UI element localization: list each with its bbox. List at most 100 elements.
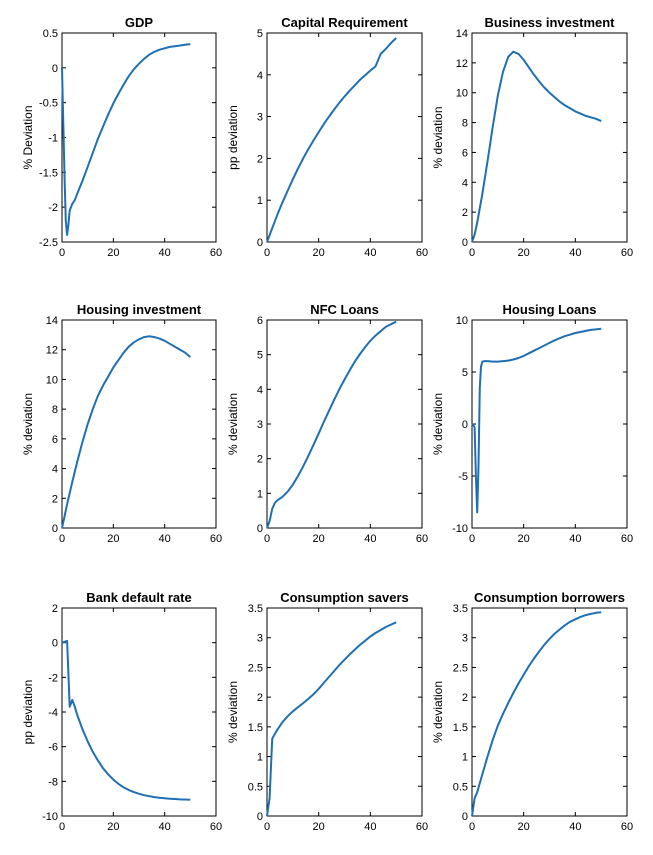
y-tick-label: 0	[52, 63, 58, 75]
y-tick-label: 12	[46, 345, 58, 357]
y-tick-label: 0	[52, 638, 58, 650]
y-tick-label: 0	[257, 523, 263, 535]
y-tick-label: 2	[462, 207, 468, 219]
y-tick-label: 0	[462, 811, 468, 823]
y-tick-label: 0	[52, 523, 58, 535]
x-tick-label: 20	[313, 533, 325, 545]
axes-frame	[266, 607, 423, 817]
series-line	[471, 327, 602, 514]
y-tick-label: 2	[257, 692, 263, 704]
x-tick-label: 20	[518, 821, 530, 833]
y-axis-label: % deviation	[226, 681, 240, 743]
series-line	[61, 639, 191, 801]
y-tick-label: 5	[257, 350, 263, 362]
y-tick-label: -8	[48, 776, 58, 788]
y-tick-label: -6	[48, 742, 58, 754]
y-tick-label: -2.5	[39, 237, 58, 249]
y-axis-label: % deviation	[21, 393, 35, 455]
x-tick-label: 0	[469, 533, 475, 545]
x-tick-label: 40	[569, 247, 581, 259]
y-tick-label: 2	[257, 454, 263, 466]
chart-title: Consumption savers	[280, 590, 409, 605]
y-tick-label: 14	[46, 315, 58, 327]
y-tick-label: -2	[48, 672, 58, 684]
y-axis-label: % deviation	[226, 393, 240, 455]
x-tick-label: 0	[469, 821, 475, 833]
x-tick-label: 20	[518, 247, 530, 259]
axes-frame	[266, 319, 423, 529]
x-tick-label: 0	[264, 247, 270, 259]
chart-title: Business investment	[484, 15, 615, 30]
x-tick-label: 40	[569, 821, 581, 833]
chart-title: Housing Loans	[503, 302, 597, 317]
y-tick-label: 3.5	[248, 603, 263, 615]
x-tick-label: 60	[621, 821, 633, 833]
subplot-1: GDP % Deviation 0 20 40 60 -2.5 -2 -1.5 -1 -0.5 0 0.…	[21, 15, 222, 259]
y-tick-label: -0.5	[39, 98, 58, 110]
axes-frame	[471, 607, 628, 817]
x-tick-label: 20	[107, 821, 119, 833]
y-axis-label: % Deviation	[21, 105, 35, 169]
x-tick-label: 60	[416, 247, 428, 259]
x-tick-label: 40	[159, 821, 171, 833]
axes-frame	[61, 319, 217, 529]
y-tick-label: 0.5	[43, 28, 58, 40]
x-tick-label: 60	[416, 821, 428, 833]
axes-frame	[61, 607, 217, 817]
y-tick-label: -1.5	[39, 167, 58, 179]
y-tick-label: 0.5	[453, 781, 468, 793]
chart-title: Housing investment	[77, 302, 202, 317]
x-tick-label: 0	[264, 533, 270, 545]
y-tick-label: -4	[48, 707, 58, 719]
chart-title: NFC Loans	[310, 302, 379, 317]
y-tick-label: 2	[52, 493, 58, 505]
y-tick-label: 1	[257, 752, 263, 764]
y-tick-label: 10	[46, 374, 58, 386]
subplot-8: Consumption savers % deviation 0 20 40 60 0 0.5…	[226, 590, 428, 833]
y-tick-label: -1	[48, 133, 58, 145]
y-tick-label: 14	[456, 28, 468, 40]
y-tick-label: 1.5	[248, 722, 263, 734]
chart-title: GDP	[125, 15, 154, 30]
x-tick-label: 60	[416, 533, 428, 545]
x-tick-label: 0	[264, 821, 270, 833]
series-line	[471, 611, 602, 817]
y-tick-label: -10	[452, 523, 468, 535]
axes-frame	[471, 32, 628, 243]
y-tick-label: 5	[257, 28, 263, 40]
y-tick-label: -10	[42, 811, 58, 823]
y-tick-label: 2	[257, 153, 263, 165]
x-tick-label: 0	[59, 821, 65, 833]
y-axis-label: % deviation	[431, 393, 445, 455]
y-tick-label: 3.5	[453, 603, 468, 615]
x-tick-label: 0	[59, 247, 65, 259]
y-tick-label: 3	[462, 633, 468, 645]
y-tick-label: 6	[257, 315, 263, 327]
subplot-6: Housing Loans % deviation 0 20 40 60 -10 -5 0 5 10	[431, 302, 633, 545]
x-tick-label: 60	[621, 533, 633, 545]
series-line	[61, 43, 191, 236]
y-axis-label: % deviation	[431, 106, 445, 168]
y-tick-label: 6	[462, 147, 468, 159]
x-tick-label: 60	[210, 533, 222, 545]
x-tick-label: 20	[107, 533, 119, 545]
y-tick-label: 12	[456, 58, 468, 70]
y-tick-label: 3	[257, 112, 263, 124]
y-axis-label: pp deviation	[21, 680, 35, 745]
y-axis-label: % deviation	[431, 681, 445, 743]
y-tick-label: 1	[257, 488, 263, 500]
y-tick-label: 5	[462, 367, 468, 379]
y-tick-label: 0	[257, 811, 263, 823]
x-tick-label: 40	[364, 533, 376, 545]
axes-frame	[266, 32, 423, 243]
y-tick-label: 8	[462, 118, 468, 130]
series-line	[266, 621, 397, 817]
subplot-3: Business investment % deviation 0 20 40 60 0 2 4…	[431, 15, 633, 259]
y-tick-label: 4	[257, 384, 263, 396]
y-tick-label: 1	[257, 195, 263, 207]
series-line	[266, 320, 397, 529]
x-tick-label: 40	[364, 247, 376, 259]
chart-title: Consumption borrowers	[474, 590, 625, 605]
